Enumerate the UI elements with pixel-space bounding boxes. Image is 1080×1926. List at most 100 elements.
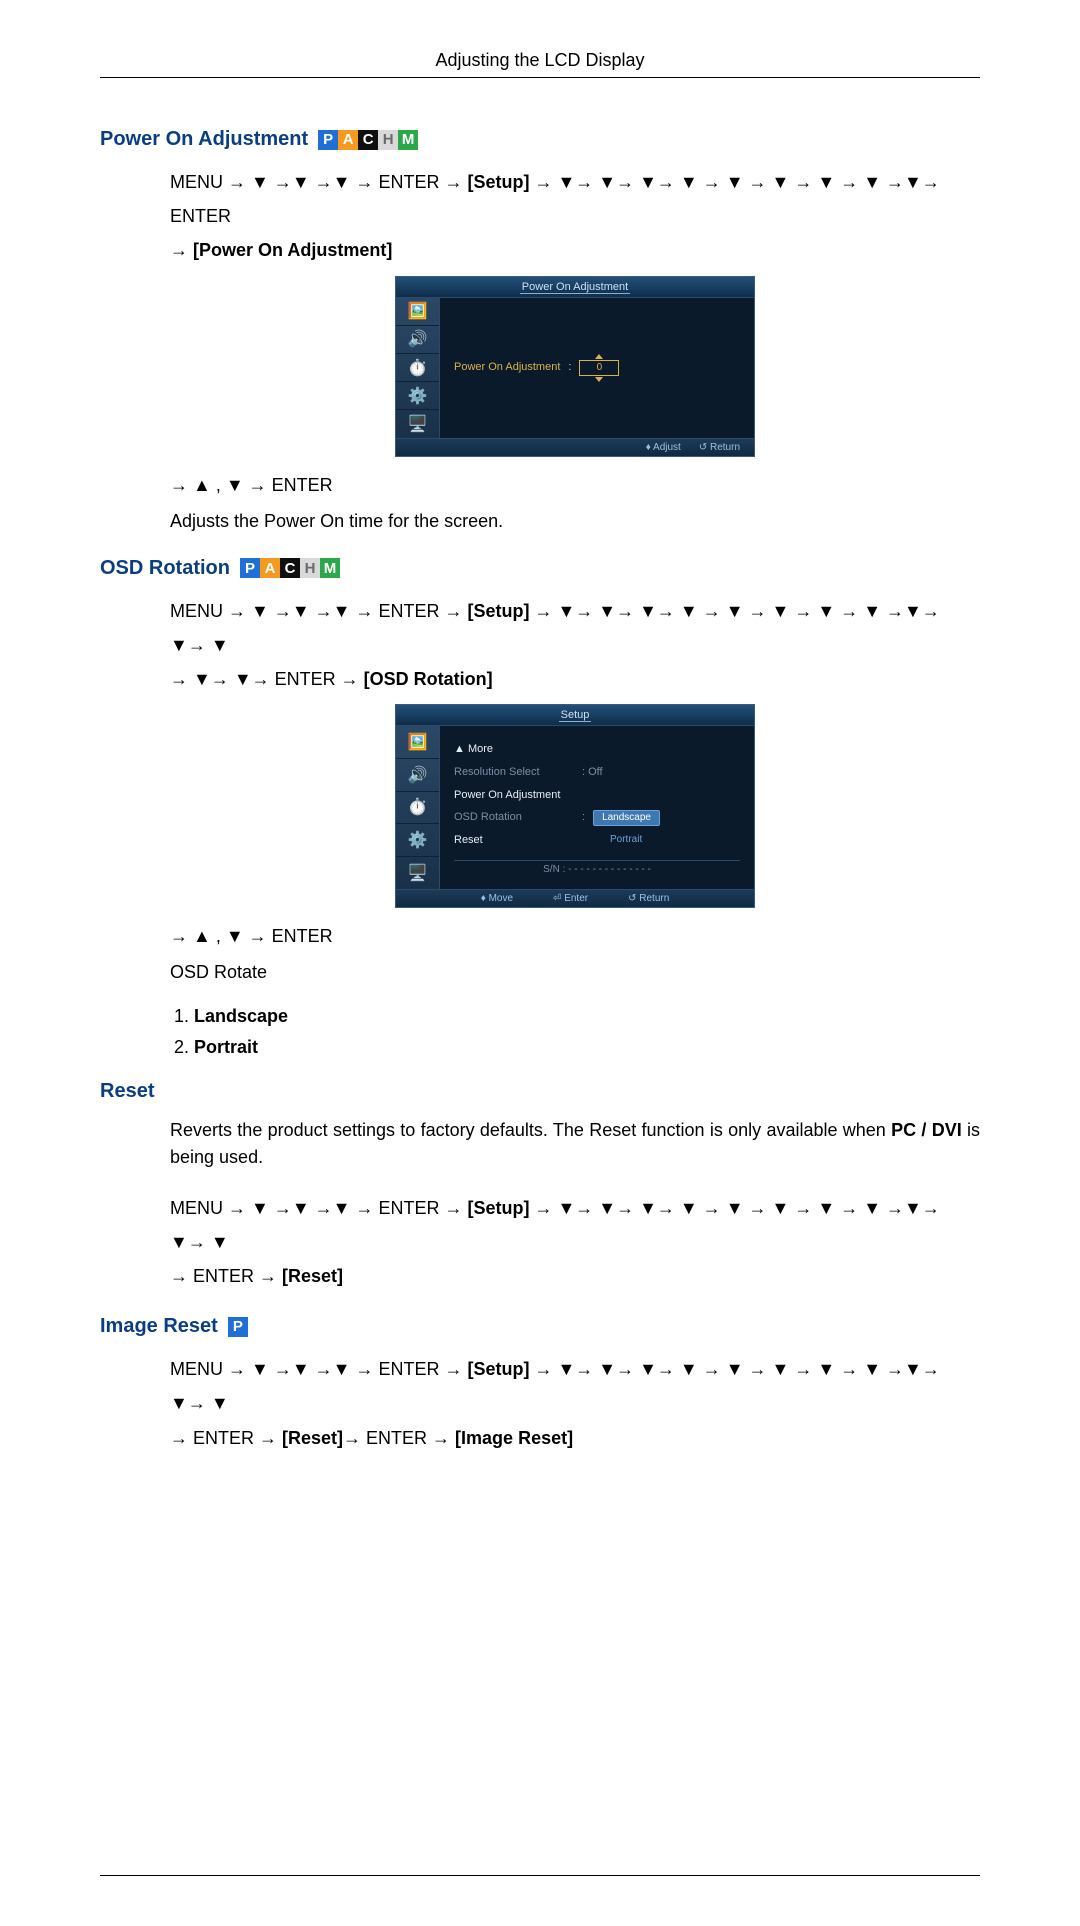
heading-text: Reset <box>100 1080 154 1103</box>
osd-row-label: Power On Adjustment <box>454 358 560 377</box>
badge-h: H <box>300 558 320 578</box>
osd-row-label: ▲ More <box>454 740 574 759</box>
osd-spinner-value: 0 <box>597 359 603 376</box>
badge-a: A <box>338 130 358 150</box>
badge-a: A <box>260 558 280 578</box>
osd-footer: ♦ Adjust ↺ Return <box>396 438 754 456</box>
badge-row-pachm: PACHM <box>318 130 418 150</box>
badge-m: M <box>398 130 418 150</box>
osd-row-label: Reset <box>454 831 574 850</box>
badge-p: P <box>318 130 338 150</box>
nav-sequence: MENU → ▼ →▼ →▼ → ENTER → [Setup] → ▼→ ▼→… <box>170 1191 980 1294</box>
osd-row: ▲ More <box>454 740 740 759</box>
nav-bracket: [OSD Rotation] <box>364 669 493 689</box>
badge-row-single: P <box>228 1317 248 1337</box>
osd-row-value: : Off <box>582 763 603 782</box>
nav-text: → <box>170 240 193 260</box>
osd-row: Resolution Select : Off <box>454 763 740 782</box>
heading-reset: Reset <box>100 1080 980 1103</box>
nav-bracket: [Setup] <box>467 601 529 621</box>
osd-footer-return: ↺ Return <box>699 442 740 453</box>
osd-pill-selected: Landscape <box>593 810 660 826</box>
osd-footer-enter: ⏎ Enter <box>553 893 588 904</box>
nav-bracket: [Power On Adjustment] <box>193 240 392 260</box>
osd-row: Power On Adjustment <box>454 786 740 805</box>
osd-pill: Portrait <box>602 833 650 847</box>
setup-icon: ⚙️ <box>396 824 439 857</box>
heading-power-on-adjustment: Power On Adjustment PACHM <box>100 128 980 151</box>
nav-text: → ENTER → <box>343 1428 455 1448</box>
nav-text: → ▼→ ▼→ ENTER → <box>170 669 364 689</box>
nav-text: → ENTER → <box>170 1266 282 1286</box>
page-title: Adjusting the LCD Display <box>435 50 644 70</box>
option-label: Portrait <box>194 1037 258 1057</box>
osd-footer-adjust: ♦ Adjust <box>646 442 681 453</box>
osd-screenshot-power-on: Power On Adjustment 🖼️ 🔊 ⏱️ ⚙️ 🖥️ Power … <box>170 276 980 457</box>
badge-p: P <box>228 1317 248 1337</box>
option-label: Landscape <box>194 1006 288 1026</box>
desc-bold: PC / DVI <box>891 1120 962 1140</box>
arrow-enter-line: → ▲ , ▼ → ENTER <box>170 926 980 947</box>
page-footer-rule <box>100 1875 980 1876</box>
nav-text: MENU → ▼ →▼ →▼ → ENTER → <box>170 172 467 192</box>
badge-p: P <box>240 558 260 578</box>
colon: : <box>582 808 585 827</box>
options-list: Landscape Portrait <box>194 1006 980 1058</box>
picture-icon: 🖼️ <box>396 726 439 759</box>
heading-text: Power On Adjustment <box>100 128 308 151</box>
sound-icon: 🔊 <box>396 759 439 792</box>
list-item: Portrait <box>194 1037 980 1058</box>
osd-spinner: 0 <box>579 360 619 376</box>
osd-footer-return: ↺ Return <box>628 893 669 904</box>
osd-row-label: Resolution Select <box>454 763 574 782</box>
nav-text: MENU → ▼ →▼ →▼ → ENTER → <box>170 1198 467 1218</box>
osd-icon-column: 🖼️ 🔊 ⏱️ ⚙️ 🖥️ <box>396 298 440 438</box>
nav-text: → ENTER → <box>170 1428 282 1448</box>
multi-icon: 🖥️ <box>396 857 439 889</box>
osd-serial-number: S/N : - - - - - - - - - - - - - - <box>454 860 740 875</box>
badge-m: M <box>320 558 340 578</box>
heading-text: Image Reset <box>100 1315 218 1338</box>
badge-c: C <box>280 558 300 578</box>
nav-bracket: [Setup] <box>467 1359 529 1379</box>
picture-icon: 🖼️ <box>396 298 439 326</box>
badge-h: H <box>378 130 398 150</box>
osd-screenshot-setup: Setup 🖼️ 🔊 ⏱️ ⚙️ 🖥️ ▲ More Resolution Sel… <box>170 704 980 907</box>
sound-icon: 🔊 <box>396 326 439 354</box>
osd-footer-move: ♦ Move <box>481 893 513 904</box>
badge-c: C <box>358 130 378 150</box>
osd-row: Reset Portrait <box>454 831 740 850</box>
description: Reverts the product settings to factory … <box>170 1117 980 1171</box>
setup-icon: ⚙️ <box>396 382 439 410</box>
heading-text: OSD Rotation <box>100 557 230 580</box>
heading-osd-rotation: OSD Rotation PACHM <box>100 557 980 580</box>
nav-bracket: [Image Reset] <box>455 1428 573 1448</box>
nav-bracket: [Setup] <box>467 1198 529 1218</box>
nav-sequence: MENU → ▼ →▼ →▼ → ENTER → [Setup] → ▼→ ▼→… <box>170 594 980 697</box>
osd-footer: ♦ Move ⏎ Enter ↺ Return <box>396 889 754 907</box>
nav-sequence: MENU → ▼ →▼ →▼ → ENTER → [Setup] → ▼→ ▼→… <box>170 165 980 268</box>
nav-bracket: [Setup] <box>467 172 529 192</box>
desc-text: Reverts the product settings to factory … <box>170 1120 891 1140</box>
arrow-enter-line: → ▲ , ▼ → ENTER <box>170 475 980 496</box>
nav-text: MENU → ▼ →▼ →▼ → ENTER → <box>170 601 467 621</box>
page-header: Adjusting the LCD Display <box>100 50 980 78</box>
osd-title: Power On Adjustment <box>520 281 630 294</box>
nav-sequence: MENU → ▼ →▼ →▼ → ENTER → [Setup] → ▼→ ▼→… <box>170 1352 980 1455</box>
heading-image-reset: Image Reset P <box>100 1315 980 1338</box>
description: OSD Rotate <box>170 959 980 986</box>
osd-row: OSD Rotation: Landscape <box>454 808 740 827</box>
nav-bracket: [Reset] <box>282 1266 343 1286</box>
list-item: Landscape <box>194 1006 980 1027</box>
clock-icon: ⏱️ <box>396 354 439 382</box>
nav-text: MENU → ▼ →▼ →▼ → ENTER → <box>170 1359 467 1379</box>
osd-title: Setup <box>559 709 592 722</box>
clock-icon: ⏱️ <box>396 792 439 825</box>
osd-icon-column: 🖼️ 🔊 ⏱️ ⚙️ 🖥️ <box>396 726 440 888</box>
nav-bracket: [Reset] <box>282 1428 343 1448</box>
osd-row-label: OSD Rotation <box>454 808 574 827</box>
multi-icon: 🖥️ <box>396 410 439 437</box>
colon: : <box>568 358 571 377</box>
osd-row-label: Power On Adjustment <box>454 786 574 805</box>
description: Adjusts the Power On time for the screen… <box>170 508 980 535</box>
